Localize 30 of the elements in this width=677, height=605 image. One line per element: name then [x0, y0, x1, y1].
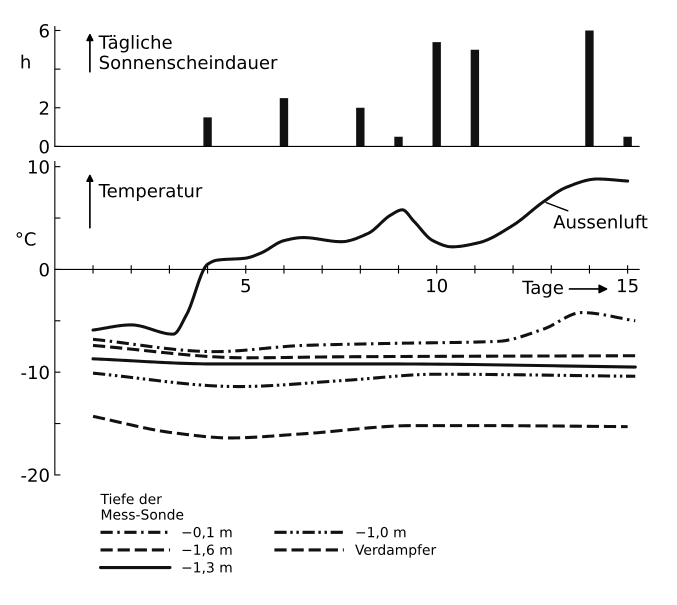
- y-tick-label: -10: [21, 366, 49, 380]
- text: Tägliche Sonnenscheindauer: [98, 35, 278, 70]
- y-tick-label: 6: [40, 24, 49, 38]
- bar: [470, 50, 480, 146]
- y-axis-title: °C: [16, 232, 36, 246]
- x-axis-title: Tage: [522, 280, 563, 298]
- bar: [356, 108, 365, 146]
- bar: [203, 117, 212, 146]
- x-tick-label: 15: [618, 279, 638, 292]
- x-tick-label: 5: [241, 279, 250, 292]
- legend-label: −1,0 m: [356, 526, 406, 539]
- y-axis-title: h: [22, 54, 30, 68]
- legend-label: −1,3 m: [182, 562, 232, 574]
- legend-label: −1,6 m: [182, 544, 232, 556]
- legend-title: Tiefe der Mess-Sonde: [100, 493, 184, 520]
- x-tick-label: 10: [427, 278, 447, 292]
- bar: [394, 136, 403, 146]
- annotation: Aussenluft: [553, 214, 648, 229]
- y-tick-label: -20: [21, 468, 49, 482]
- y-tick-label: 0: [40, 140, 49, 154]
- y-tick-label: 0: [40, 262, 49, 277]
- bar: [585, 30, 594, 146]
- y-tick-label: 2: [40, 101, 48, 115]
- text: Temperatur: [98, 184, 202, 201]
- legend-label: Verdampfer: [355, 544, 436, 558]
- legend-label: −0,1 m: [182, 526, 232, 539]
- y-tick-label: 10: [28, 160, 49, 174]
- bar: [432, 42, 441, 146]
- bar: [623, 136, 632, 146]
- bar: [280, 98, 288, 146]
